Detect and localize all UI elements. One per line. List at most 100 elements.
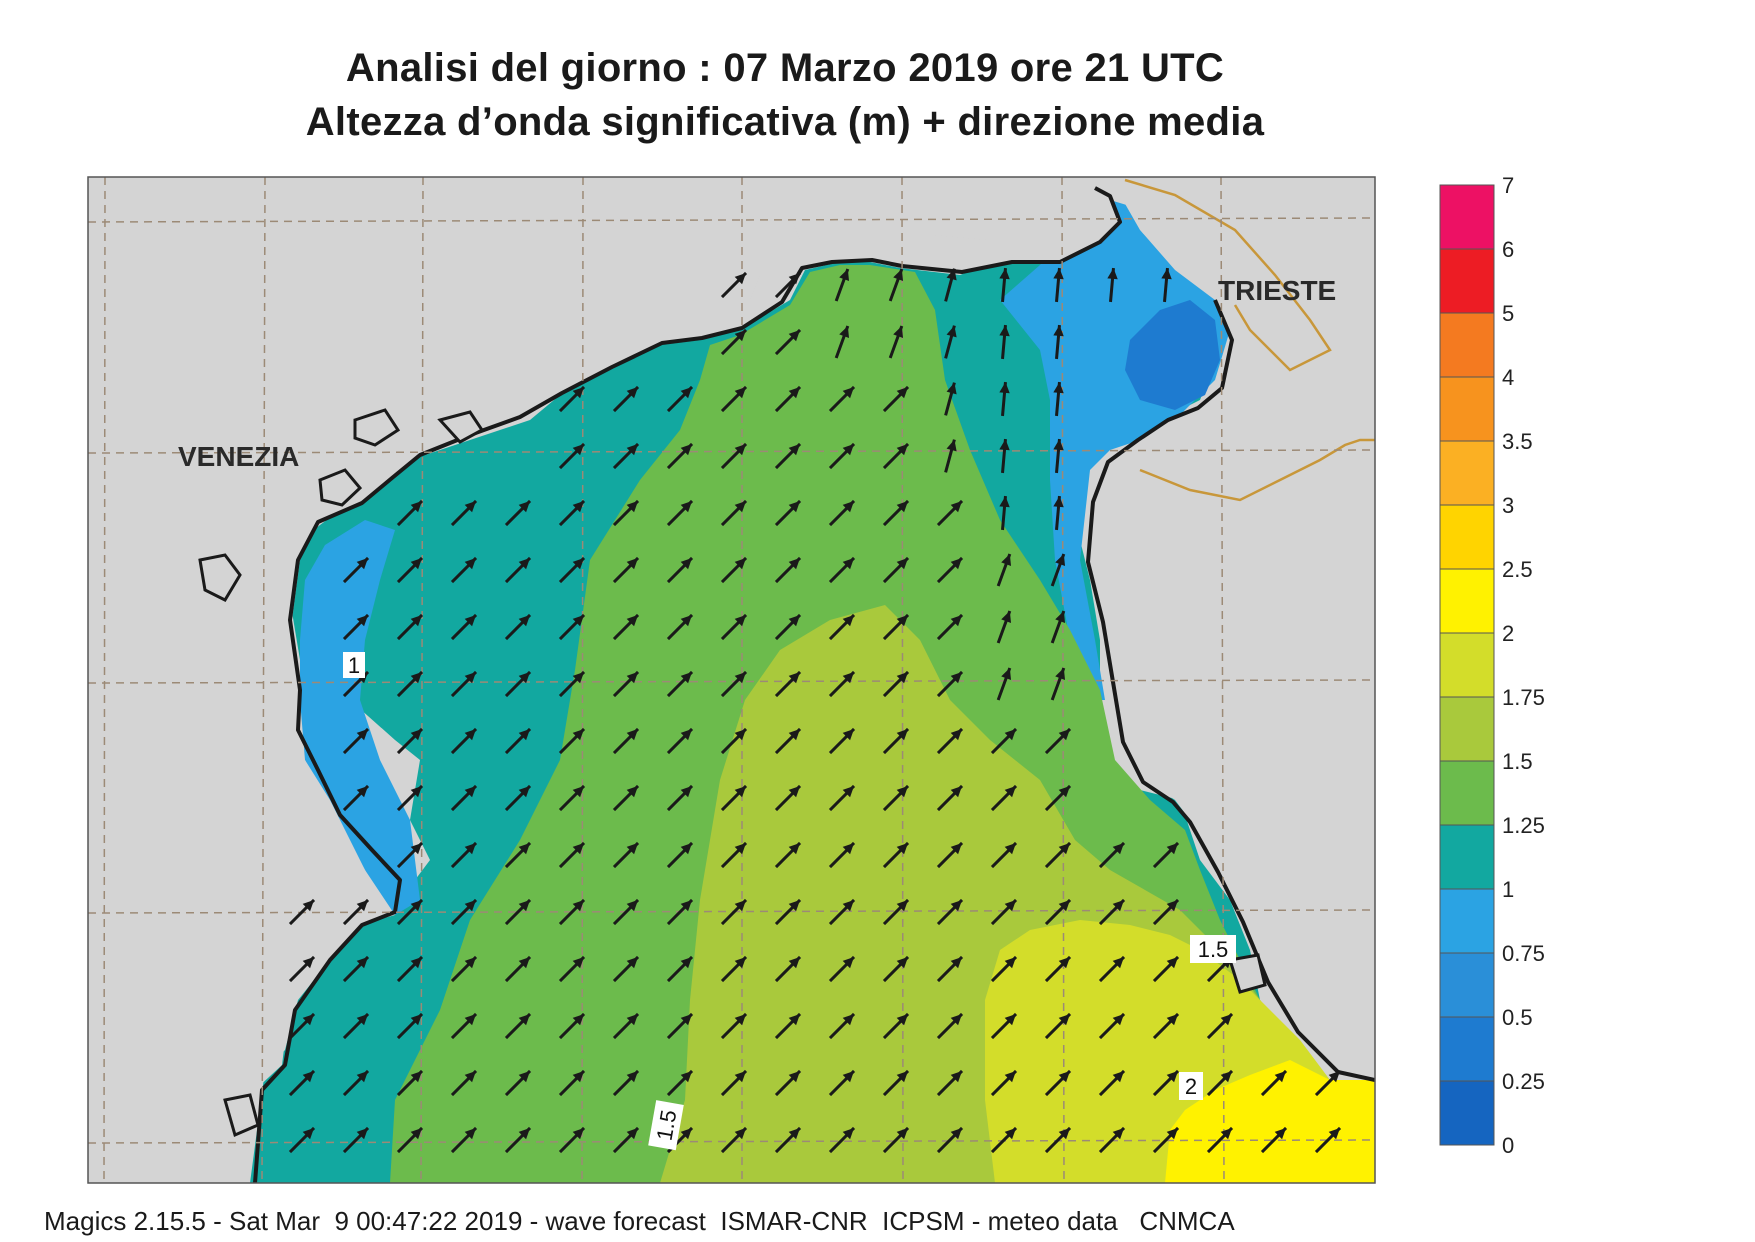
wave-arrow-head (896, 557, 909, 570)
wave-arrow-head (356, 899, 369, 912)
legend-tick-label: 1.5 (1502, 749, 1533, 774)
wave-arrow-head (410, 500, 423, 513)
wave-arrow-head (680, 842, 693, 855)
wave-arrow-head (734, 1070, 747, 1083)
wave-arrow-head (1058, 956, 1071, 969)
wave-arrow-head (518, 728, 531, 741)
wave-arrow-head (842, 386, 855, 399)
wave-arrow-head (896, 1070, 909, 1083)
contour-text-2: 2 (1185, 1074, 1197, 1099)
wave-arrow-head (626, 842, 639, 855)
legend-swatch (1439, 312, 1495, 378)
wave-arrow-head (896, 956, 909, 969)
wave-arrow-head (464, 899, 477, 912)
wave-arrow-head (410, 728, 423, 741)
wave-arrow-head (626, 671, 639, 684)
legend-swatch (1439, 632, 1495, 698)
wave-arrow-head (1053, 439, 1064, 451)
legend-tick-label: 3.5 (1502, 429, 1533, 454)
wave-arrow-head (839, 326, 850, 338)
wave-arrow-head (410, 899, 423, 912)
wave-arrow-head (1274, 1127, 1287, 1140)
wave-arrow-head (1053, 268, 1064, 280)
wave-arrow-head (734, 1013, 747, 1026)
wave-arrow-head (572, 956, 585, 969)
wave-arrow-head (626, 1070, 639, 1083)
wave-arrow-head (896, 785, 909, 798)
wave-arrow-head (1112, 1127, 1125, 1140)
wave-arrow-head (1058, 785, 1071, 798)
wave-arrow-head (842, 557, 855, 570)
wave-arrow-head (950, 956, 963, 969)
wave-arrow-head (1058, 1127, 1071, 1140)
wave-arrow-head (893, 326, 904, 338)
wave-arrow-head (946, 382, 957, 395)
wave-arrow-head (464, 1070, 477, 1083)
wave-arrow-head (572, 1070, 585, 1083)
wave-arrow-head (680, 785, 693, 798)
wave-arrow-head (464, 1127, 477, 1140)
wave-arrow-head (518, 785, 531, 798)
wave-arrow-head (1112, 1013, 1125, 1026)
wave-arrow-head (946, 439, 957, 452)
land-venice-lagoon (250, 185, 1120, 730)
wave-arrow-head (464, 1013, 477, 1026)
wave-arrow-head (410, 557, 423, 570)
title-line-2: Altezza d’onda significativa (m) + direz… (305, 100, 1265, 144)
wave-arrow-head (680, 557, 693, 570)
wave-arrow-head (572, 614, 585, 627)
wave-arrow-head (788, 557, 801, 570)
wave-arrow-head (788, 956, 801, 969)
sea-zone-0.75-1-west (300, 520, 420, 915)
wave-arrow-head (518, 956, 531, 969)
wave-arrow-head (1055, 668, 1066, 680)
legend-swatch (1439, 888, 1495, 954)
contour-text-1.5-bottom: 1.5 (652, 1108, 682, 1142)
wave-arrow-head (1112, 842, 1125, 855)
wave-arrow-head (302, 956, 315, 969)
sea-zone-2-2.5 (1165, 1060, 1375, 1183)
wave-arrow-head (734, 671, 747, 684)
wave-arrow-head (1112, 956, 1125, 969)
contour-text-1: 1 (348, 653, 360, 678)
map-content (88, 177, 1375, 1183)
wave-arrow-head (788, 500, 801, 513)
wave-arrow-head (680, 386, 693, 399)
wave-arrow-head (410, 956, 423, 969)
wave-arrow-head (1004, 956, 1017, 969)
wave-arrow-head (1166, 956, 1179, 969)
wave-arrow-head (734, 557, 747, 570)
wave-arrow-head (1166, 1070, 1179, 1083)
wave-arrow-head (410, 1127, 423, 1140)
wave-arrow-head (950, 1070, 963, 1083)
legend-tick-label: 3 (1502, 493, 1514, 518)
wave-arrow-head (572, 785, 585, 798)
wave-arrow-head (1053, 496, 1064, 508)
wave-arrow-head (410, 785, 423, 798)
wave-arrow-head (518, 1070, 531, 1083)
wave-arrow-head (734, 956, 747, 969)
wave-arrow-head (356, 728, 369, 741)
wave-arrow-head (896, 842, 909, 855)
wave-arrow-head (1166, 1013, 1179, 1026)
contour-text-1.5-right: 1.5 (1198, 937, 1229, 962)
label-venezia: VENEZIA (178, 441, 299, 472)
wave-arrow-head (896, 1127, 909, 1140)
wave-arrow-head (788, 329, 801, 342)
wave-arrow-head (410, 671, 423, 684)
wave-arrow-head (893, 269, 904, 281)
wave-arrow-head (302, 899, 315, 912)
wave-arrow-head (946, 268, 957, 281)
wave-arrow-head (842, 614, 855, 627)
legend-tick-label: 0.5 (1502, 1005, 1533, 1030)
wave-arrow-head (950, 557, 963, 570)
wave-arrow-head (356, 557, 369, 570)
legend-tick-label: 1 (1502, 877, 1514, 902)
legend-swatch (1439, 440, 1495, 506)
wave-arrow-head (950, 842, 963, 855)
wave-arrow-head (842, 500, 855, 513)
wave-arrow-head (950, 899, 963, 912)
wave-arrow-head (626, 557, 639, 570)
wave-arrow-head (1220, 1013, 1233, 1026)
national-border (1124, 178, 1375, 502)
